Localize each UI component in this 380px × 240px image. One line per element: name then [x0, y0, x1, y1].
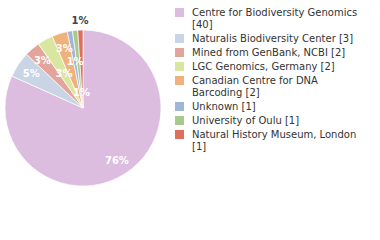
- data-label: 3%: [34, 55, 51, 66]
- legend-label: Natural History Museum, London[1]: [192, 129, 356, 152]
- legend-label: LGC Genomics, Germany [2]: [192, 61, 335, 72]
- legend-swatch: [175, 130, 184, 139]
- legend: Centre for Biodiversity Genomics[40] Natu…: [175, 7, 357, 152]
- legend-swatch: [175, 34, 184, 43]
- data-label: 76%: [105, 155, 129, 166]
- data-label: 1%: [73, 87, 90, 98]
- data-label: 3%: [56, 68, 73, 79]
- legend-swatch: [175, 116, 184, 125]
- data-label: 1%: [67, 56, 84, 67]
- chart: 76%5%3%3%3%1%1%1%Centre for Biodiversity…: [0, 0, 380, 240]
- data-label: 1%: [72, 15, 89, 26]
- legend-label: Centre for Biodiversity Genomics[40]: [192, 7, 357, 30]
- legend-label: University of Oulu [1]: [192, 115, 299, 126]
- legend-label: Mined from GenBank, NCBI [2]: [192, 47, 345, 58]
- pie: [5, 30, 161, 186]
- legend-swatch: [175, 102, 184, 111]
- legend-swatch: [175, 76, 184, 85]
- legend-label: Canadian Centre for DNABarcoding [2]: [192, 75, 318, 98]
- pie-slice: [5, 30, 161, 186]
- legend-label: Unknown [1]: [192, 101, 256, 112]
- data-labels: 76%5%3%3%3%1%1%1%: [23, 15, 129, 166]
- legend-swatch: [175, 48, 184, 57]
- data-label: 5%: [23, 68, 40, 79]
- data-label: 3%: [56, 43, 73, 54]
- legend-swatch: [175, 8, 184, 17]
- legend-label: Naturalis Biodiversity Center [3]: [192, 33, 353, 44]
- legend-swatch: [175, 62, 184, 71]
